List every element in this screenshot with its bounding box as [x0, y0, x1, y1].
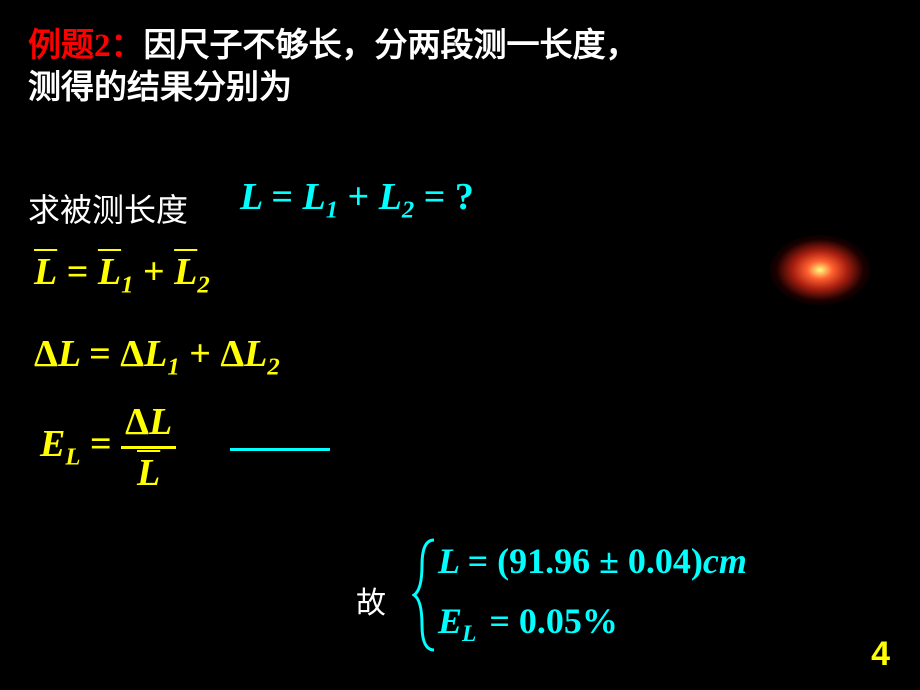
el-numerator: ΔL — [121, 400, 176, 449]
result-error: EL = 0.05% — [438, 600, 618, 648]
el-fraction: ΔLL — [121, 400, 176, 495]
title-text-1: 因尺子不够长，分两段测一长度， — [144, 28, 639, 64]
result-length: L = (91.96 ± 0.04)cm — [438, 540, 747, 582]
prompt-label: 求被测长度 — [28, 185, 188, 231]
equation-lbar: L = L1 + L2 — [34, 250, 210, 300]
equation-main: L = L1 + L2 = ? — [240, 175, 474, 225]
el-lhs: EL = — [40, 423, 121, 465]
page-number: 4 — [871, 635, 890, 674]
example-number: 例题2： — [28, 28, 144, 64]
glow-decoration — [770, 235, 870, 305]
therefore-label: 故 — [356, 578, 386, 622]
equation-el: EL = ΔLL — [40, 400, 176, 495]
cyan-underline — [230, 448, 330, 451]
el-denominator: L — [121, 449, 176, 495]
example-title-line2: 测得的结果分别为 — [28, 60, 292, 108]
equation-delta-l: ΔL = ΔL1 + ΔL2 — [34, 332, 280, 382]
example-title-line1: 例题2：因尺子不够长，分两段测一长度， — [28, 18, 639, 66]
